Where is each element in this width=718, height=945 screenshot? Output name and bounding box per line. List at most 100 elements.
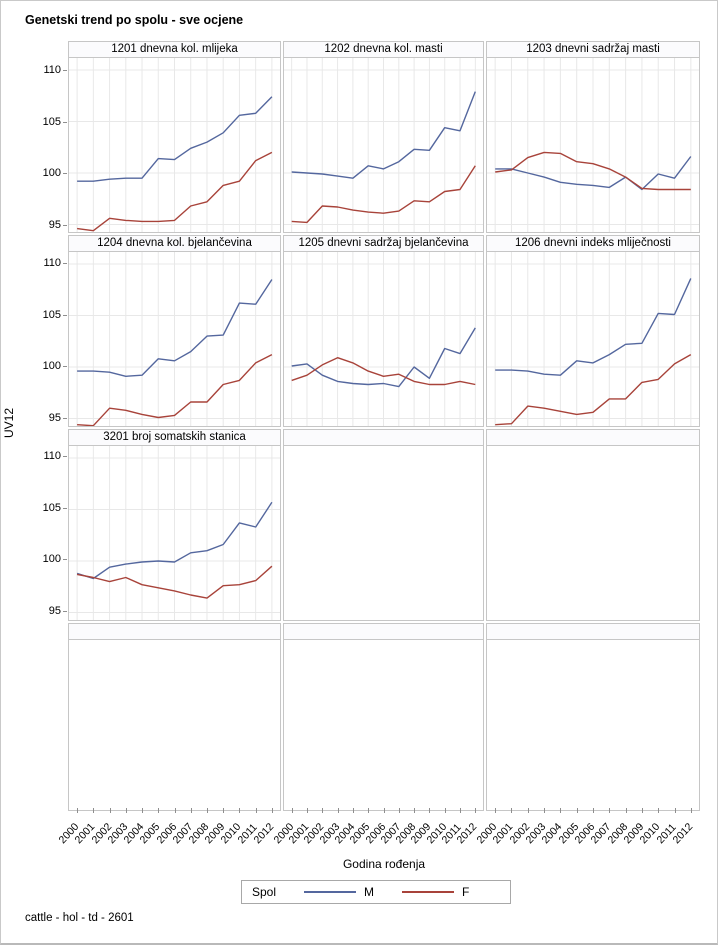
- panel-cell: 1203 dnevni sadržaj masti: [486, 41, 700, 233]
- x-tick-mark: [322, 808, 324, 813]
- panel-cell: 1202 dnevna kol. masti: [283, 41, 484, 233]
- panel-title: 1205 dnevni sadržaj bjelančevina: [283, 235, 484, 252]
- panel-cell-empty: [486, 623, 700, 811]
- series-line-m: [291, 327, 476, 388]
- x-tick-mark: [383, 808, 385, 813]
- series-line-f: [495, 151, 691, 191]
- y-tick-mark: [63, 417, 67, 419]
- gridlines: [69, 446, 280, 620]
- panel-cell-empty: [283, 623, 484, 811]
- x-tick-mark: [109, 808, 111, 813]
- legend-label-m: M: [364, 885, 375, 899]
- gridlines: [487, 58, 699, 232]
- panel-plot: [283, 252, 484, 427]
- panel-header-empty: [68, 623, 281, 640]
- series-line-m: [77, 279, 273, 378]
- panel-cell-empty: [486, 429, 700, 621]
- y-tick-mark: [63, 366, 67, 367]
- panel-header-empty: [283, 429, 484, 446]
- line-chart-svg: [69, 252, 280, 426]
- panel-title: 1203 dnevni sadržaj masti: [486, 41, 700, 58]
- footnote: cattle - hol - td - 2601: [25, 912, 134, 924]
- y-tick-label: 100: [42, 167, 61, 179]
- panel-header-empty: [283, 623, 484, 640]
- series-line-m: [495, 156, 692, 191]
- legend-title: Spol: [252, 885, 277, 899]
- y-tick-label: 105: [42, 115, 61, 128]
- x-tick-mark: [495, 808, 497, 813]
- x-axis-label: Godina rođenja: [342, 857, 426, 871]
- series-line-f: [77, 151, 273, 232]
- panel-grid: 1201 dnevna kol. mlijeka 1202 dnevna kol.…: [68, 41, 700, 811]
- panel-cell-empty: [283, 429, 484, 621]
- series-line-f: [77, 353, 273, 426]
- panel-title: 1201 dnevna kol. mlijeka: [68, 41, 281, 58]
- line-chart-svg: [487, 252, 699, 426]
- x-tick-mark: [271, 808, 273, 813]
- panel-cell: 1206 dnevni indeks mliječnosti: [486, 235, 700, 427]
- y-tick-mark: [63, 456, 67, 457]
- series-line-f: [76, 565, 273, 599]
- y-tick-label: 105: [42, 308, 61, 321]
- panel-plot: [68, 252, 281, 427]
- panel-cell: 1205 dnevni sadržaj bjelančevina: [283, 235, 484, 427]
- y-tick-label: 105: [42, 501, 61, 514]
- panel-cell: 1204 dnevna kol. bjelančevina: [68, 235, 281, 427]
- y-tick-mark: [63, 173, 67, 174]
- y-tick-label: 95: [48, 218, 61, 231]
- y-tick-mark: [63, 610, 67, 612]
- series-line-m: [495, 278, 692, 376]
- panel-plot: [486, 252, 700, 427]
- panel-plot-empty: [68, 640, 281, 811]
- panel-cell: 1201 dnevna kol. mlijeka: [68, 41, 281, 233]
- gridlines: [284, 58, 483, 232]
- panel-header-empty: [486, 623, 700, 640]
- x-tick-mark: [460, 808, 462, 813]
- x-tick-mark: [291, 808, 293, 813]
- x-tick-mark: [239, 808, 241, 813]
- panel-plot: [68, 446, 281, 621]
- x-tick-mark: [368, 808, 370, 813]
- x-tick-mark: [429, 808, 431, 813]
- panel-plot-empty: [486, 640, 700, 811]
- panel-cell-empty: [68, 623, 281, 811]
- x-tick-mark: [206, 808, 208, 813]
- y-tick-mark: [63, 314, 67, 316]
- legend-label-f: F: [462, 885, 470, 899]
- y-tick-label: 110: [43, 64, 61, 76]
- x-tick-mark: [674, 808, 676, 813]
- x-tick-mark: [174, 808, 176, 813]
- x-tick-mark: [609, 808, 611, 813]
- panel-title: 3201 broj somatskih stanica: [68, 429, 281, 446]
- x-tick-mark: [625, 808, 627, 813]
- x-tick-mark: [255, 808, 257, 813]
- x-tick-mark: [641, 808, 643, 813]
- panel-plot: [486, 58, 700, 233]
- series-line-m: [76, 501, 273, 580]
- x-tick-mark: [527, 808, 529, 813]
- line-chart-svg: [284, 58, 483, 232]
- series-line-m: [77, 96, 273, 182]
- x-tick-mark: [158, 808, 160, 813]
- x-tick-mark: [444, 808, 446, 813]
- gridlines: [69, 58, 280, 232]
- line-chart-svg: [284, 252, 483, 426]
- page-title: Genetski trend po spolu - sve ocjene: [25, 13, 244, 27]
- line-chart-svg: [69, 446, 280, 620]
- panel-plot: [283, 58, 484, 233]
- x-tick-mark: [77, 808, 79, 813]
- y-tick-mark: [63, 559, 67, 560]
- x-tick-mark: [544, 808, 546, 813]
- series-line-f: [291, 356, 476, 386]
- panel-plot-empty: [486, 446, 700, 621]
- x-tick-mark: [576, 808, 578, 813]
- x-tick-mark: [414, 808, 416, 813]
- x-tick-mark: [125, 808, 127, 813]
- x-tick-mark: [337, 808, 339, 813]
- x-tick-mark: [475, 808, 477, 813]
- y-axis-label: UV12: [2, 407, 16, 439]
- x-tick-mark: [690, 808, 692, 813]
- series-line-f: [291, 165, 476, 224]
- x-tick-mark: [593, 808, 594, 813]
